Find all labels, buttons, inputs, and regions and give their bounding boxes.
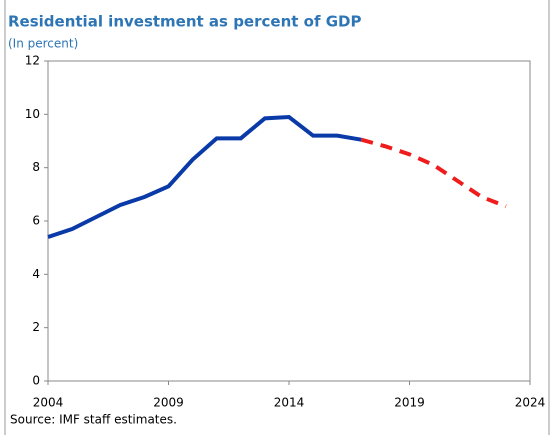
plot-frame bbox=[47, 60, 531, 382]
x-tick-label: 2024 bbox=[515, 396, 546, 410]
y-tick-label: 2 bbox=[32, 320, 40, 334]
series-line bbox=[47, 114, 362, 239]
y-tick-label: 8 bbox=[32, 160, 40, 174]
y-tick-label: 12 bbox=[25, 54, 40, 68]
x-tick-label: 2014 bbox=[274, 396, 305, 410]
source-note: Source: IMF staff estimates. bbox=[10, 413, 177, 427]
chart-title: Residential investment as percent of GDP bbox=[8, 13, 361, 31]
x-tick-label: 2004 bbox=[33, 396, 64, 410]
series-line bbox=[360, 137, 507, 209]
y-tick-label: 4 bbox=[32, 267, 40, 281]
y-tick-label: 6 bbox=[32, 214, 40, 228]
y-tick-label: 0 bbox=[32, 374, 40, 388]
chart-subtitle: (In percent) bbox=[8, 37, 78, 51]
y-tick-label: 10 bbox=[25, 107, 40, 121]
x-tick-label: 2009 bbox=[153, 396, 184, 410]
x-tick-label: 2019 bbox=[394, 396, 425, 410]
